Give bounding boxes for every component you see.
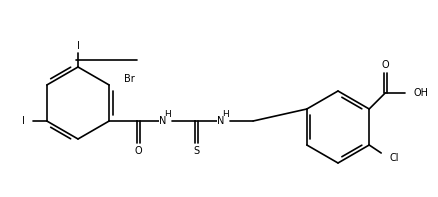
Text: Cl: Cl <box>389 153 398 163</box>
Text: OH: OH <box>412 88 427 98</box>
Text: I: I <box>22 116 25 126</box>
Text: H: H <box>221 110 228 119</box>
Text: S: S <box>193 146 199 156</box>
Text: Br: Br <box>124 74 134 84</box>
Text: I: I <box>76 41 79 51</box>
Text: H: H <box>163 110 170 119</box>
Text: O: O <box>381 60 388 70</box>
Text: N: N <box>217 116 224 126</box>
Text: N: N <box>159 116 166 126</box>
Text: O: O <box>134 146 141 156</box>
